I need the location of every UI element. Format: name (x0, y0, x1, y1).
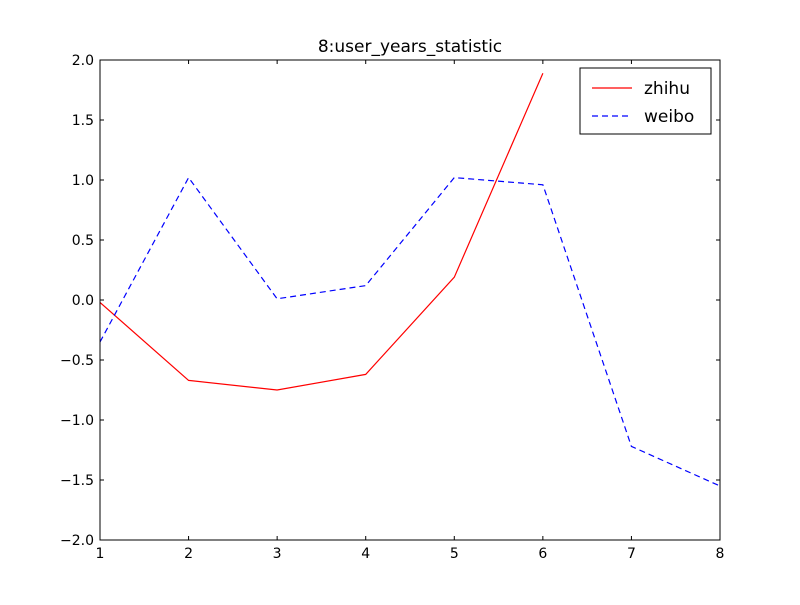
series-line-zhihu (100, 72, 544, 391)
y-tick-label: 1.0 (72, 173, 94, 189)
x-tick-label: 1 (96, 546, 105, 562)
legend-label-zhihu: zhihu (644, 79, 690, 99)
x-tick-label: 6 (538, 546, 547, 562)
y-tick-label: −1.0 (60, 413, 94, 429)
y-tick-label: 2.0 (72, 53, 94, 69)
y-tick-label: −1.5 (60, 473, 94, 489)
x-tick-label: 5 (450, 546, 459, 562)
legend: zhihu weibo (579, 67, 712, 135)
axes: 1 2 3 4 5 6 7 8 −2.0 −1.5 −1.0 −0.5 0.0 0.5 1.0 1.5 2.0 (60, 53, 724, 562)
x-tick-label: 2 (184, 546, 193, 562)
legend-label-weibo: weibo (644, 107, 694, 127)
y-tick-label: 1.5 (72, 113, 94, 129)
x-tick-label: 7 (627, 546, 636, 562)
series-line-weibo (100, 176, 720, 487)
x-tick-label: 4 (361, 546, 370, 562)
y-tick-label: −0.5 (60, 353, 94, 369)
x-tick-label: 8 (716, 546, 725, 562)
y-tick-label: 0.0 (72, 293, 94, 309)
y-tick-label: −2.0 (60, 533, 94, 549)
legend-box (579, 67, 712, 135)
y-tick-label: 0.5 (72, 233, 94, 249)
plot-area (100, 72, 720, 487)
chart-title: 8:user_years_statistic (318, 37, 502, 57)
x-tick-label: 3 (273, 546, 282, 562)
